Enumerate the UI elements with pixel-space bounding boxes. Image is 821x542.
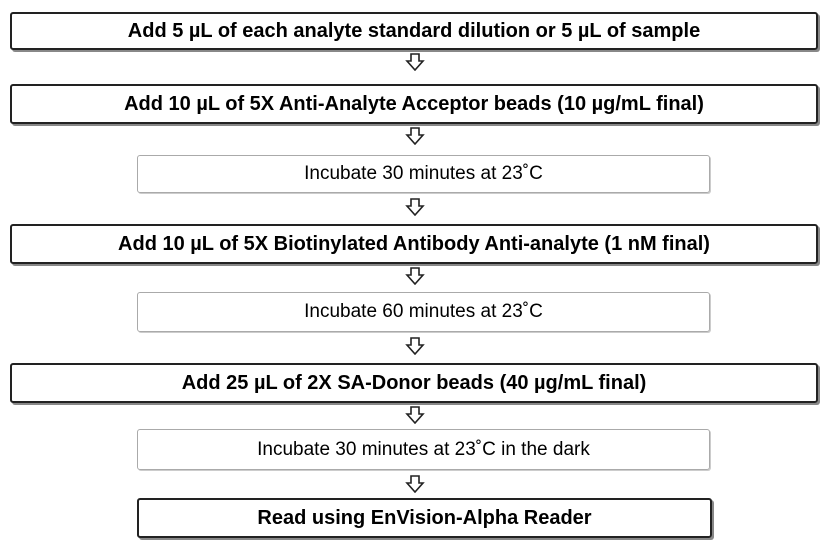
step-box: Add 10 µL of 5X Biotinylated Antibody An… (10, 224, 818, 264)
arrow (405, 337, 425, 355)
arrow-shape (405, 198, 425, 216)
arrow-shape (405, 406, 425, 424)
arrow (405, 475, 425, 493)
arrow-shape (405, 267, 425, 285)
arrow-shape (405, 475, 425, 493)
arrow (405, 127, 425, 145)
step-box: Read using EnVision-Alpha Reader (137, 498, 712, 538)
step-box: Add 10 µL of 5X Anti-Analyte Acceptor be… (10, 84, 818, 124)
arrow-shape (405, 127, 425, 145)
arrow (405, 198, 425, 216)
incubation-box: Incubate 30 minutes at 23˚C (137, 155, 710, 193)
arrow-shape (405, 53, 425, 71)
step-box: Add 25 µL of 2X SA-Donor beads (40 µg/mL… (10, 363, 818, 403)
arrow (405, 267, 425, 285)
arrow (405, 53, 425, 71)
arrow-shape (405, 337, 425, 355)
step-box: Add 5 µL of each analyte standard diluti… (10, 12, 818, 50)
arrow (405, 406, 425, 424)
incubation-box: Incubate 30 minutes at 23˚C in the dark (137, 429, 710, 470)
incubation-box: Incubate 60 minutes at 23˚C (137, 292, 710, 332)
